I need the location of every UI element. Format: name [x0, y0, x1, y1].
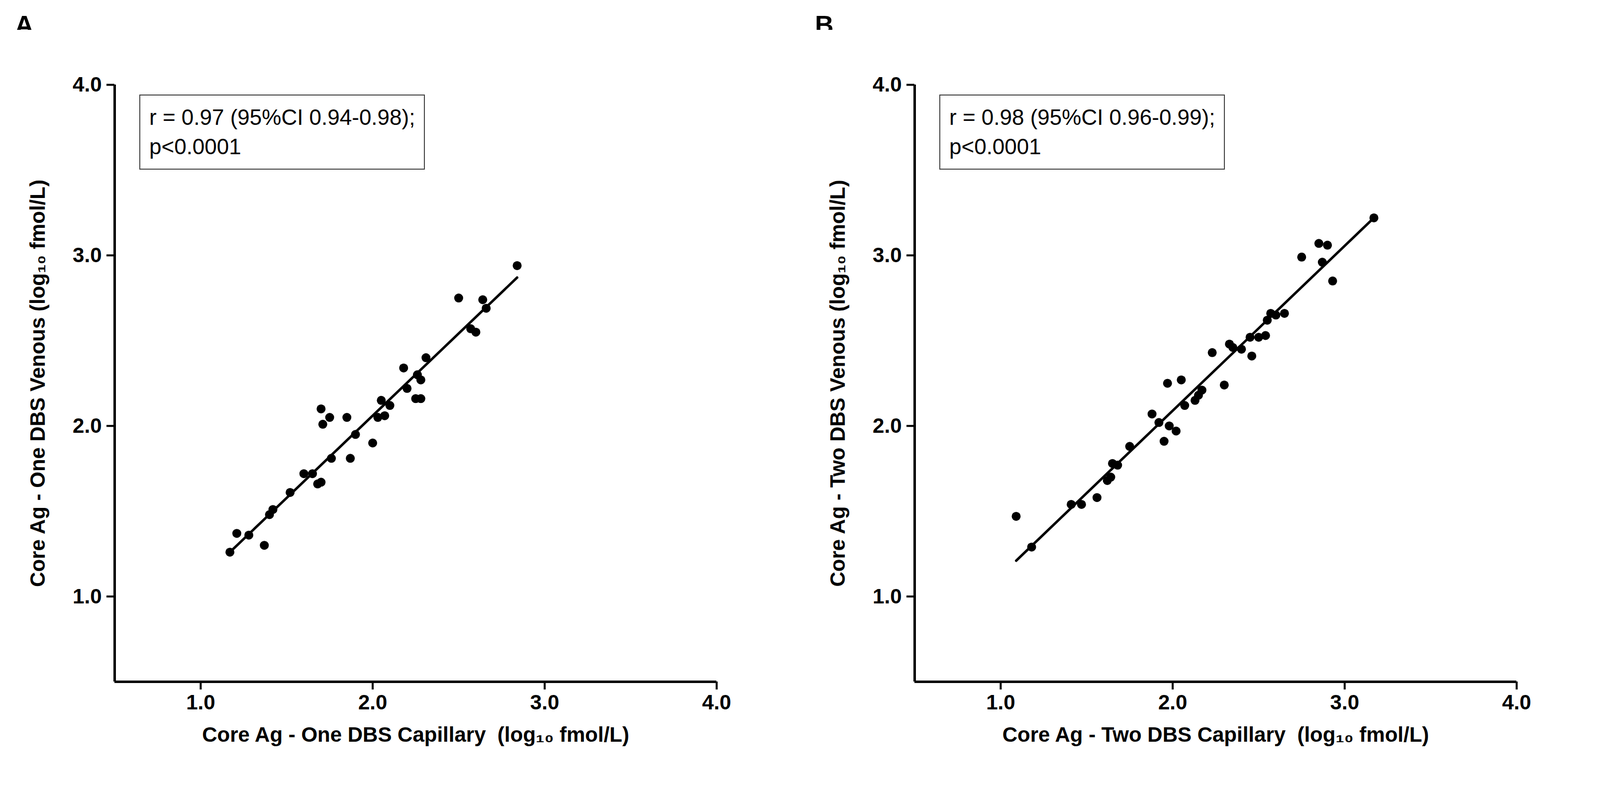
svg-text:2.0: 2.0 [872, 413, 902, 438]
svg-text:2.0: 2.0 [358, 690, 388, 714]
svg-text:Core Ag - Two DBS Venous (log₁: Core Ag - Two DBS Venous (log₁₀ fmol/L) [825, 180, 850, 588]
svg-text:1.0: 1.0 [186, 690, 215, 714]
svg-text:1.0: 1.0 [72, 584, 102, 608]
html-text:p<0.0001: p<0.0001 [149, 134, 242, 159]
svg-text:3.0: 3.0 [872, 243, 902, 267]
svg-text:2.0: 2.0 [1158, 690, 1188, 714]
svg-text:Core Ag - One DBS Capillary (: Core Ag - One DBS Capillary (log₁₀ fmol/… [201, 722, 629, 747]
html-text:B: B [814, 10, 834, 40]
svg-text:4.0: 4.0 [1501, 690, 1531, 714]
html-text:p<0.0001: p<0.0001 [949, 134, 1042, 159]
svg-text:3.0: 3.0 [1330, 690, 1360, 714]
svg-text:1.0: 1.0 [872, 584, 902, 608]
svg-text:2.0: 2.0 [72, 413, 102, 438]
svg-text:3.0: 3.0 [72, 243, 102, 267]
svg-text:Core Ag - Two DBS Capillary (: Core Ag - Two DBS Capillary (log₁₀ fmol/… [1002, 722, 1430, 747]
svg-text:4.0: 4.0 [701, 690, 731, 714]
html-text:r = 0.98 (95%CI 0.96-0.99);: r = 0.98 (95%CI 0.96-0.99); [949, 104, 1216, 130]
svg-text:3.0: 3.0 [530, 690, 560, 714]
svg-text:4.0: 4.0 [872, 72, 902, 97]
html-text:A: A [14, 10, 34, 40]
svg-text:Core Ag - One DBS Venous (log₁: Core Ag - One DBS Venous (log₁₀ fmol/L) [25, 179, 50, 588]
svg-text:1.0: 1.0 [986, 690, 1015, 714]
html-text:r = 0.97 (95%CI 0.94-0.98);: r = 0.97 (95%CI 0.94-0.98); [149, 104, 416, 130]
svg-text:4.0: 4.0 [72, 72, 102, 97]
